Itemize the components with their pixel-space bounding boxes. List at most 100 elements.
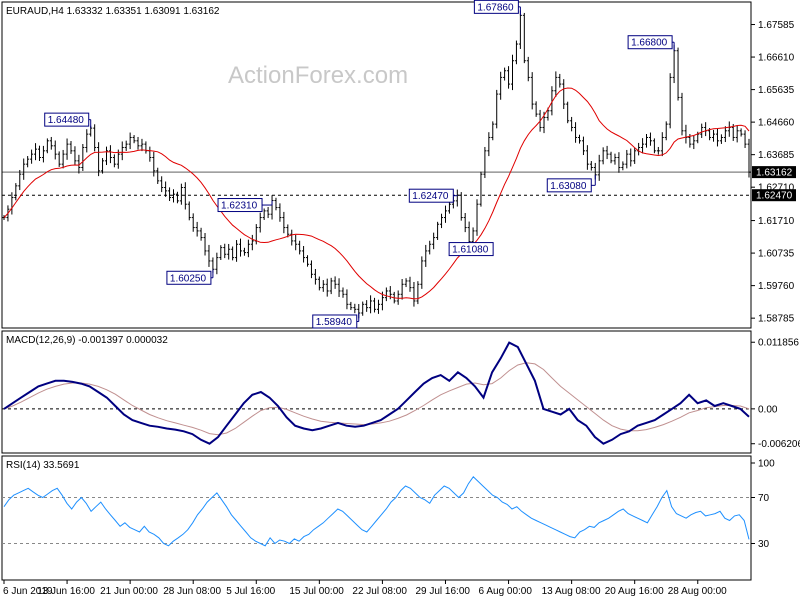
price-bar (566, 101, 570, 124)
price-tick-label: 1.62710 (758, 183, 795, 194)
current-price-tag: 1.63162 (756, 168, 793, 179)
rsi-panel-frame (1, 455, 752, 581)
macd-y-axis: 0.011856 0.00 -0.006206 (2, 338, 800, 450)
price-bar (337, 278, 341, 297)
annotation-label: 1.61080 (452, 245, 489, 256)
price-bar (26, 156, 30, 168)
price-bar (290, 229, 294, 246)
price-bar (160, 176, 164, 193)
price-bar (376, 299, 380, 314)
price-bar (30, 149, 34, 164)
price-bar (45, 138, 49, 154)
price-annotation: 1.63080 (546, 174, 596, 193)
price-bar (633, 147, 637, 164)
time-tick-label: 21 Jun 00:00 (100, 586, 158, 597)
price-bar (34, 143, 38, 161)
price-bar (715, 128, 719, 147)
price-bar (309, 260, 313, 279)
price-bar (329, 277, 333, 295)
price-bar (128, 132, 132, 150)
price-panel-title: EURAUD,H4 1.63332 1.63351 1.63091 1.6316… (6, 6, 220, 17)
price-bar (361, 301, 365, 316)
price-bar (613, 153, 617, 165)
price-bar (412, 281, 416, 307)
price-bar (723, 126, 727, 143)
price-bar (333, 276, 337, 289)
price-bar (676, 47, 680, 101)
price-bar (747, 138, 751, 178)
price-bar (258, 212, 262, 233)
price-tick-label: 1.60735 (758, 249, 795, 260)
rsi-line (3, 476, 750, 547)
price-bar (648, 132, 652, 146)
time-tick-label: 20 Aug 16:00 (605, 586, 664, 597)
price-bar (353, 303, 357, 314)
price-bar (278, 203, 282, 222)
price-bar (179, 183, 183, 205)
price-bar (578, 134, 582, 144)
rsi-tick-label: 30 (758, 539, 770, 550)
watermark: ActionForex.com (228, 62, 408, 89)
price-bar (101, 158, 105, 174)
price-bar (175, 191, 179, 204)
price-bar (65, 138, 69, 160)
annotation-label: 1.58940 (316, 317, 353, 328)
price-bar (246, 239, 250, 258)
price-bar (495, 89, 499, 129)
price-bar (215, 252, 219, 275)
price-bar (22, 158, 26, 180)
price-bar (81, 143, 85, 171)
rsi-panel-title: RSI(14) 33.5691 (6, 460, 80, 471)
price-bar (239, 238, 243, 257)
annotation-label: 1.66800 (631, 38, 668, 49)
price-bar (475, 199, 479, 236)
price-bar (384, 287, 388, 302)
price-bar (302, 245, 306, 263)
annotation-label: 1.62470 (412, 191, 449, 202)
price-bar (645, 133, 649, 148)
price-bar (436, 221, 440, 240)
time-tick-label: 6 Jun 2019 (3, 586, 53, 597)
price-bar (49, 136, 53, 150)
price-bar (420, 256, 424, 289)
price-bar (57, 151, 61, 167)
price-bar (250, 234, 254, 251)
price-annotation: 1.62470 (408, 188, 458, 203)
price-bar (605, 145, 609, 160)
price-bar (124, 140, 128, 151)
price-bar (373, 297, 377, 313)
rsi-tick-label: 70 (758, 493, 770, 504)
price-bar (597, 154, 601, 181)
price-bar (609, 151, 613, 164)
price-bar (164, 181, 168, 197)
price-bar (262, 208, 266, 220)
support-price-tag-bg (752, 189, 796, 202)
price-bar (424, 244, 428, 267)
price-bar (73, 146, 77, 166)
price-bar (554, 71, 558, 97)
price-bar (61, 149, 65, 169)
price-bar (428, 240, 432, 255)
price-annotations: 1.64480 1.60250 1.62310 1.58940 1.62470 1.610… (44, 0, 675, 329)
price-bar (487, 132, 491, 157)
price-bar (187, 201, 191, 221)
macd-tick-label: 0.00 (758, 404, 778, 415)
macd-tick-label: 0.011856 (758, 338, 799, 349)
price-bar (712, 129, 716, 142)
price-bar (112, 154, 116, 168)
price-bar (207, 244, 211, 267)
rsi-tick-label: 100 (758, 459, 775, 470)
price-bar (522, 12, 526, 64)
price-bar (499, 71, 503, 100)
time-tick-label: 13 Aug 08:00 (542, 586, 601, 597)
price-bar (396, 290, 400, 305)
price-bar (617, 152, 621, 173)
price-bar (294, 234, 298, 251)
price-bar (14, 183, 18, 201)
price-bar (629, 148, 633, 167)
price-bar (432, 232, 436, 250)
price-bar (266, 207, 270, 219)
price-bar (656, 146, 660, 155)
annotation-label: 1.62310 (221, 201, 258, 212)
